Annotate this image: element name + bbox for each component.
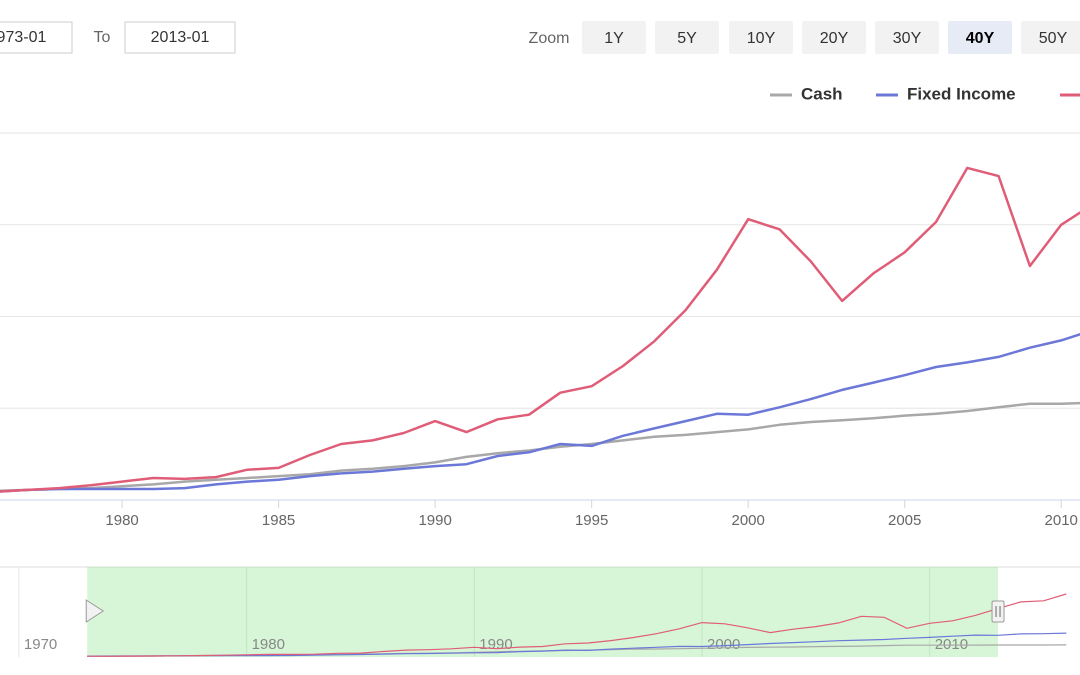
x-tick-label: 1990 bbox=[418, 512, 451, 529]
to-label: To bbox=[94, 29, 111, 46]
x-tick-label: 1980 bbox=[105, 512, 138, 529]
navigator-tick-label: 2010 bbox=[935, 636, 968, 653]
zoom-button[interactable] bbox=[948, 21, 1012, 54]
navigator-selection[interactable] bbox=[87, 567, 999, 657]
zoom-button[interactable] bbox=[729, 21, 793, 54]
x-tick-label: 2010 bbox=[1045, 512, 1078, 529]
zoom-button-label: 20Y bbox=[820, 30, 849, 47]
from-input[interactable] bbox=[0, 21, 73, 54]
zoom-button[interactable] bbox=[582, 21, 646, 54]
plot-area bbox=[0, 166, 1080, 493]
navigator-handle-grip bbox=[995, 606, 1001, 617]
x-tick-label: 2005 bbox=[888, 512, 921, 529]
x-tick-label: 2000 bbox=[731, 512, 764, 529]
series-line bbox=[0, 166, 1080, 493]
navigator-tick-label: 1990 bbox=[479, 636, 512, 653]
navigator-tick-label: 1970 bbox=[24, 636, 57, 653]
zoom-button-label: 50Y bbox=[1039, 30, 1068, 47]
navigator-series bbox=[87, 593, 1067, 657]
zoom-button-label: 1Y bbox=[604, 30, 624, 47]
navigator-handle-left[interactable] bbox=[85, 599, 105, 623]
to-input-text: 2013-01 bbox=[151, 29, 210, 46]
series-line bbox=[0, 333, 1080, 493]
legend-label[interactable]: Cash bbox=[801, 84, 843, 103]
legend-label[interactable]: Fixed Income bbox=[907, 84, 1016, 103]
zoom-button-label: 10Y bbox=[747, 30, 776, 47]
to-input[interactable] bbox=[124, 21, 236, 54]
x-tick-label: 1995 bbox=[575, 512, 608, 529]
zoom-label: Zoom bbox=[529, 30, 570, 47]
navigator-handle-right[interactable] bbox=[991, 600, 1005, 623]
navigator-tick-label: 1980 bbox=[252, 636, 285, 653]
zoom-button-label: 5Y bbox=[677, 30, 697, 47]
zoom-button[interactable] bbox=[1021, 21, 1080, 54]
zoom-button-label: 40Y bbox=[966, 30, 995, 47]
x-tick-label: 1985 bbox=[262, 512, 295, 529]
zoom-button[interactable] bbox=[875, 21, 939, 54]
navigator-line bbox=[87, 632, 1067, 657]
from-input-text: 1973-01 bbox=[0, 29, 46, 46]
zoom-button[interactable] bbox=[802, 21, 866, 54]
zoom-button-label: 30Y bbox=[893, 30, 922, 47]
navigator-tick-label: 2000 bbox=[707, 636, 740, 653]
zoom-button[interactable] bbox=[655, 21, 719, 54]
navigator-line bbox=[87, 593, 1067, 657]
